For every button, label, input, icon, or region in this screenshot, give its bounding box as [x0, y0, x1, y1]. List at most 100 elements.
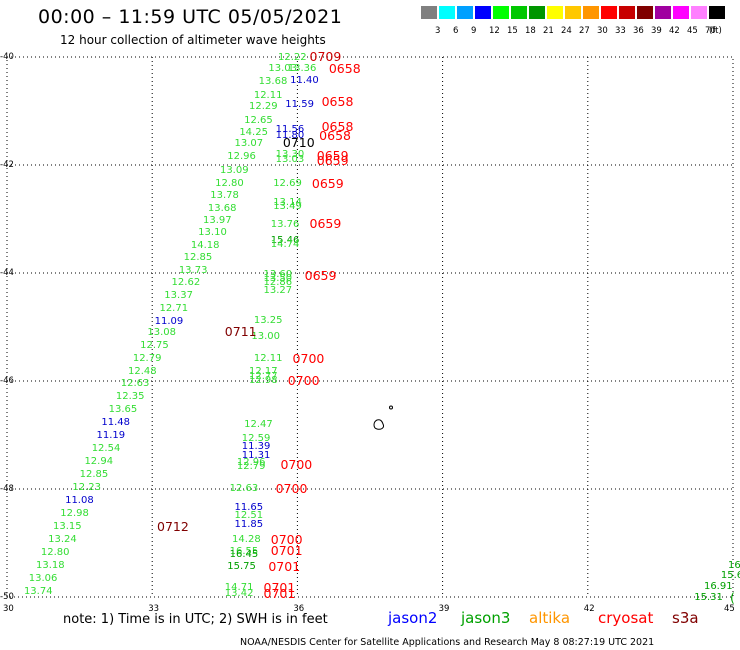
swh-value-label: 11.48: [101, 417, 131, 429]
observation-time-label: 0700: [275, 481, 308, 496]
swh-value-label: 13.68: [258, 75, 288, 87]
swh-value-label: 12.63: [229, 483, 259, 494]
swh-value-label: 13.27: [263, 285, 293, 297]
legend-swatch-label: 33: [615, 26, 626, 36]
swh-value-label: 11.65: [234, 502, 264, 514]
x-tick-label: 33: [148, 604, 160, 614]
island-outline: [373, 419, 384, 430]
swh-value-label: 11.19: [96, 430, 126, 442]
swh-value-label: 11.40: [290, 74, 319, 86]
swh-value-label: 13.10: [198, 227, 227, 239]
swh-value-label: 12.71: [159, 302, 189, 314]
swh-value-label: 13.03: [275, 153, 305, 165]
swh-value-label: 16.45: [229, 548, 259, 560]
observation-time-label: 0701: [263, 585, 296, 601]
swh-value-label: 12.47: [244, 419, 273, 431]
swh-value-label: 11.85: [234, 518, 264, 530]
swh-value-label: 12.54: [91, 443, 121, 455]
page-subtitle: 12 hour collection of altimeter wave hei…: [60, 33, 326, 47]
swh-value-label: 13.14: [273, 196, 302, 208]
legend-swatch: [547, 6, 563, 19]
swh-value-label: 12.48: [128, 366, 157, 378]
legend-swatch: [457, 6, 473, 19]
observation-time-label: 0659: [304, 268, 337, 284]
swh-value-label: 12.98: [249, 375, 278, 386]
legend-swatch-label: 12: [489, 26, 500, 36]
legend-swatch-label: 42: [669, 26, 680, 36]
legend-swatch: [583, 6, 599, 19]
y-tick-label: -44: [0, 268, 14, 278]
legend-swatch: [529, 6, 545, 19]
swh-value-label: 12.59: [241, 433, 271, 445]
observation-time-label: 0658: [321, 119, 354, 135]
credit-footer: NOAA/NESDIS Center for Satellite Applica…: [240, 637, 655, 648]
observation-time-label: 0712: [157, 518, 189, 534]
y-tick-label: -40: [0, 52, 14, 62]
swh-value-label: 11.08: [65, 494, 94, 506]
legend-swatch-label: 45: [687, 26, 698, 36]
y-tick-label: -48: [0, 484, 14, 494]
legend-swatch: [421, 6, 437, 19]
swh-value-label: 14.71: [224, 582, 254, 594]
legend-swatch: [493, 6, 509, 19]
swh-value-label: 11.80: [275, 129, 305, 141]
observation-time-label: 0658: [321, 94, 354, 110]
swh-value-label: 12.62: [171, 276, 201, 288]
swh-value-label: 16.91: [703, 581, 733, 593]
legend-swatch: [691, 6, 707, 19]
swh-value-label: 11.56: [275, 124, 305, 136]
legend-swatch-label: 15: [507, 26, 518, 36]
observation-time-label: 0700: [287, 373, 320, 388]
legend-swatch-label: 18: [525, 26, 536, 36]
swh-value-label: 12.22: [278, 52, 307, 64]
legend-swatch: [475, 6, 491, 19]
x-tick-label: 30: [3, 604, 14, 614]
swh-value-label: 13.03: [268, 62, 297, 74]
swh-value-label: 12.79: [132, 353, 162, 365]
swh-value-label: 13.65: [108, 404, 138, 416]
x-tick-label: 36: [293, 604, 305, 614]
legend-swatch-label: 9: [471, 26, 477, 36]
legend-swatch-label: 39: [651, 26, 662, 36]
swh-value-label: 13.00: [251, 330, 281, 342]
swh-value-label: 12.29: [249, 100, 278, 112]
swh-value-label: 14.28: [232, 533, 261, 545]
legend-swatch: [637, 6, 653, 19]
swh-value-label: 12.69: [273, 178, 302, 190]
swh-value-label: 13.15: [52, 520, 82, 532]
observation-time-label: 0658: [319, 127, 351, 143]
observation-time-label: 0700: [270, 531, 303, 547]
legend-swatch-label: 36: [633, 26, 644, 36]
swh-value-label: 13.06: [28, 572, 58, 584]
observation-time-label: 0659: [316, 152, 349, 168]
x-tick-label: 42: [583, 604, 595, 614]
legend-unit: (ft): [709, 26, 722, 36]
swh-value-label: 16.: [728, 559, 740, 571]
legend-swatch-label: 6: [453, 26, 459, 36]
swh-value-label: 15.31: [694, 592, 723, 604]
swh-value-label: 13.73: [178, 264, 208, 276]
swh-value-label: 11.59: [285, 98, 314, 110]
swh-value-label: 12.96: [227, 151, 256, 163]
swh-value-label: 11.39: [241, 440, 271, 452]
y-tick-label: -50: [0, 592, 14, 602]
swh-value-label: 12.86: [263, 276, 293, 288]
swh-value-label: 12.65: [244, 114, 273, 126]
swh-value-label: 15.6: [720, 570, 740, 582]
swh-value-label: 13.09: [219, 165, 249, 177]
swh-value-label: 12.96: [236, 457, 266, 469]
swh-value-label: 12.51: [234, 510, 264, 521]
legend-swatch: [619, 6, 635, 19]
swh-value-label: 13.08: [147, 327, 176, 339]
observation-time-label: 0709: [309, 49, 342, 64]
swh-value-label: 11.31: [241, 449, 271, 461]
y-tick-label: -46: [0, 376, 14, 386]
swh-value-label: 13.49: [273, 201, 302, 213]
satellite-label-cryosat: cryosat: [598, 609, 654, 627]
legend-swatch-label: 21: [543, 26, 554, 36]
swh-value-label: 13.36: [287, 62, 317, 74]
swh-value-label: 12.11: [253, 89, 283, 101]
swh-value-label: 12.94: [84, 456, 114, 467]
swh-value-label: 12.77: [249, 370, 278, 382]
observation-time-label: 0701: [268, 558, 301, 574]
